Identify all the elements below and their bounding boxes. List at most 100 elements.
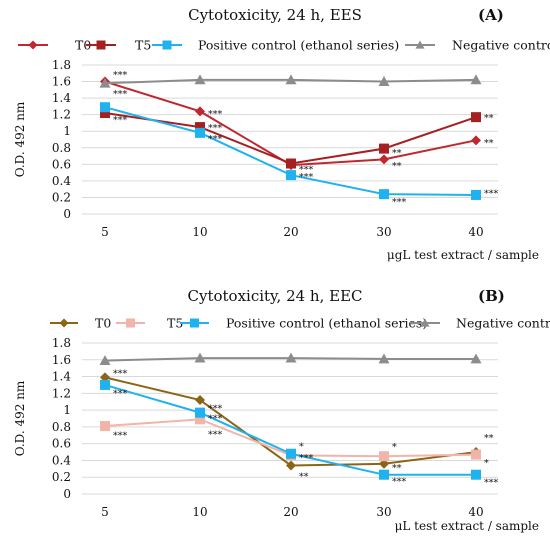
legend-marker — [420, 318, 430, 327]
series-positive — [100, 102, 481, 200]
data-point — [194, 74, 206, 85]
significance-label: *** — [299, 172, 314, 183]
data-point — [195, 407, 205, 418]
legend-marker — [190, 318, 199, 328]
legend-marker — [96, 40, 106, 50]
y-tick-label: 0 — [63, 487, 71, 501]
data-point — [195, 414, 205, 425]
y-tick-label: 1.2 — [52, 108, 71, 122]
data-point — [100, 379, 110, 390]
y-tick-label: 1.4 — [52, 370, 71, 384]
y-tick-label: 0.2 — [52, 470, 71, 484]
significance-label: * — [484, 458, 489, 469]
data-point — [195, 106, 205, 117]
data-point — [286, 448, 296, 459]
y-tick-label: 0.6 — [52, 157, 71, 171]
x-tick-label: 10 — [192, 505, 207, 519]
legend-marker — [28, 40, 38, 50]
data-point — [379, 469, 389, 480]
x-tick-label: 20 — [283, 225, 298, 239]
legend-label: T5 — [135, 38, 151, 53]
series-t0 — [100, 76, 481, 171]
significance-label: *** — [113, 368, 128, 379]
legend-entry: T0 — [50, 316, 111, 331]
x-tick-label: 40 — [468, 505, 483, 519]
data-point — [379, 189, 389, 200]
series-negative — [99, 74, 482, 88]
significance-label: *** — [299, 164, 314, 175]
data-point — [286, 170, 296, 181]
data-point — [471, 112, 481, 123]
significance-label: *** — [113, 430, 128, 441]
y-tick-label: 1.8 — [52, 336, 71, 350]
legend-marker — [415, 40, 425, 49]
y-axis-label: O.D. 492 nm — [13, 101, 27, 177]
x-tick-label: 40 — [468, 225, 483, 239]
x-tick-label: 30 — [376, 505, 391, 519]
data-point — [379, 154, 389, 165]
significance-label: ** — [484, 138, 494, 149]
data-point — [470, 353, 482, 364]
chart-panel-b: Cytotoxicity, 24 h, EEC (B) T0 T5 Positive c… — [13, 287, 550, 533]
legend-label: Negative control — [452, 38, 550, 53]
data-point — [378, 76, 390, 86]
data-point — [471, 469, 481, 480]
legend-label: T0 — [95, 316, 111, 331]
significance-label: *** — [113, 89, 128, 100]
data-point — [195, 127, 205, 138]
legend-entry: T5 — [116, 316, 183, 331]
significance-label: *** — [484, 188, 499, 199]
data-point — [471, 449, 481, 460]
legend-label: Positive control (ethanol series) — [226, 316, 427, 331]
x-tick-label: 5 — [101, 505, 109, 519]
significance-label: ** — [484, 113, 494, 124]
y-tick-label: 1.6 — [52, 353, 71, 367]
y-tick-label: 1 — [63, 403, 71, 417]
x-tick-label: 20 — [283, 505, 298, 519]
legend-entry: Negative control — [410, 316, 550, 331]
series-negative — [99, 352, 482, 366]
y-tick-label: 0 — [63, 207, 71, 221]
data-point — [379, 451, 389, 462]
significance-label: ** — [392, 161, 402, 172]
data-point — [285, 74, 297, 85]
x-axis-label: μgL test extract / sample — [387, 248, 539, 262]
data-point — [100, 372, 110, 383]
y-tick-label: 0.4 — [52, 174, 71, 188]
x-axis-label: μL test extract / sample — [395, 519, 539, 533]
legend-entry: T0 — [18, 38, 91, 53]
significance-label: *** — [113, 388, 128, 399]
data-point — [99, 77, 111, 88]
panel-label: (A) — [478, 6, 504, 24]
x-tick-label: 5 — [101, 225, 109, 239]
data-point — [379, 458, 389, 469]
significance-label: *** — [299, 453, 314, 464]
data-point — [100, 421, 110, 432]
legend-label: T0 — [75, 38, 91, 53]
legend-label: T5 — [167, 316, 183, 331]
significance-label: *** — [392, 477, 407, 488]
significance-label: *** — [392, 197, 407, 208]
legend-marker — [59, 318, 69, 328]
y-tick-label: 0.6 — [52, 437, 71, 451]
data-point — [100, 108, 110, 119]
data-point — [471, 189, 481, 200]
data-point — [378, 353, 390, 364]
panel-label: (B) — [478, 287, 505, 305]
legend-entry: T5 — [86, 38, 151, 53]
significance-label: *** — [208, 109, 223, 120]
x-tick-label: 10 — [192, 225, 207, 239]
legend-entry: Negative control — [405, 38, 550, 53]
data-point — [100, 102, 110, 113]
y-tick-label: 1.2 — [52, 386, 71, 400]
x-tick-label: 30 — [376, 225, 391, 239]
legend-marker — [126, 318, 135, 328]
significance-label: * — [392, 442, 397, 453]
data-point — [379, 143, 389, 154]
data-point — [471, 135, 481, 146]
significance-label: *** — [208, 414, 223, 425]
chart-title: Cytotoxicity, 24 h, EEC — [188, 287, 363, 305]
y-tick-label: 1 — [63, 124, 71, 138]
significance-label: ** — [484, 433, 494, 444]
